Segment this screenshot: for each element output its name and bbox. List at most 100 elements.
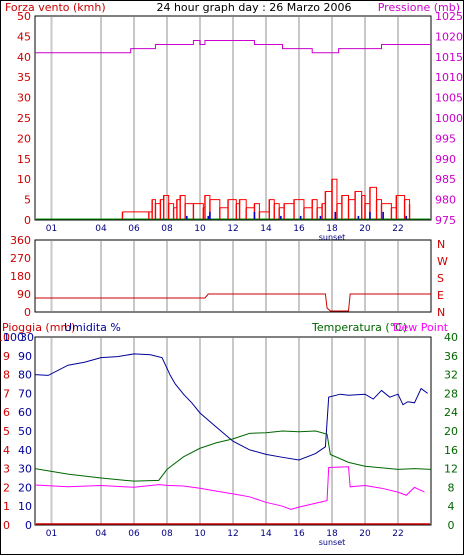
temperature-y-tick-16: 16 [444,444,458,457]
rain-y-tick-0: 0 [3,519,10,532]
temperature-y-tick-8: 8 [448,481,455,494]
pressure-y-tick-995: 995 [435,132,456,145]
temperature-y-tick-4: 4 [448,500,455,513]
x-tick-label-06: 06 [128,529,140,539]
compass-tick-W: W [437,255,448,268]
wind-y-tick-0: 0 [24,214,31,227]
x-tick-label-08: 08 [161,224,173,234]
compass-tick-E: E [437,289,444,302]
compass-tick-N: N [437,306,445,319]
rain-y-tick-7: 7 [3,387,10,400]
x-tick-label-14: 14 [260,224,272,234]
wind-y-tick-45: 45 [17,30,31,43]
wind-direction-line [35,293,431,312]
humidity-top-tick: 30 [20,331,34,344]
temperature-y-tick-32: 32 [444,369,458,382]
pressure-line [35,39,431,54]
wind-pressure-plot-area [34,15,432,221]
x-tick-label-22: 22 [392,529,403,539]
pressure-y-tick-1000: 1000 [435,112,463,125]
x-tick-label-04: 04 [95,224,107,234]
x-tick-label-12: 12 [227,529,238,539]
sunset-label: sunset [319,233,346,242]
wind-y-tick-30: 30 [17,92,31,105]
x-tick-label-20: 20 [359,224,371,234]
humidity-line [34,353,428,461]
wind-y-tick-25: 25 [17,112,31,125]
rain-axis-label: Pioggia (mm) [2,321,75,334]
pressure-y-tick-1025: 1025 [435,10,463,23]
wind-y-tick-50: 50 [17,10,31,23]
humidity-axis-label: Umidita % [64,321,121,334]
pressure-y-tick-1005: 1005 [435,92,463,105]
temperature-y-tick-12: 12 [444,463,458,476]
x-tick-label-10: 10 [194,224,206,234]
rain-y-tick-9: 9 [3,350,10,363]
title: 24 hour graph day : 26 Marzo 2006 [156,1,351,14]
wind-y-tick-15: 15 [17,153,31,166]
pressure-y-tick-985: 985 [435,173,456,186]
wind-direction-plot-area [34,239,432,313]
x-tick-label-10: 10 [194,529,206,539]
temperature-axis-label: Temperatura (°C) [311,321,407,334]
x-tick-label-01: 01 [46,224,57,234]
compass-tick-S: S [437,272,444,285]
x-tick-label-06: 06 [128,224,140,234]
x-tick-label-08: 08 [161,529,173,539]
x-tick-label-12: 12 [227,224,238,234]
humidity-y-tick-60: 60 [18,406,32,419]
sunset-label: sunset [319,538,346,547]
wind-axis-label: Forza vento (kmh) [5,1,106,14]
wind-y-tick-10: 10 [17,173,31,186]
direction-y-tick-180: 180 [10,270,31,283]
humidity-y-tick-100: 100 [3,331,24,344]
temperature-y-tick-40: 40 [444,331,458,344]
humidity-y-tick-40: 40 [18,444,32,457]
humidity-y-tick-80: 80 [18,369,32,382]
wind-envelope [122,178,411,213]
rain-y-tick-5: 5 [3,425,10,438]
humidity-y-tick-70: 70 [18,387,32,400]
direction-y-tick-360: 360 [10,234,31,247]
x-tick-label-18: 18 [326,224,338,234]
temperature-y-tick-28: 28 [444,387,458,400]
temperature-y-tick-24: 24 [444,406,458,419]
temperature-y-tick-36: 36 [444,350,458,363]
temperature-line [34,430,432,482]
compass-tick-N: N [437,238,445,251]
x-tick-label-04: 04 [95,529,107,539]
rain-y-tick-1: 1 [3,500,10,513]
pressure-y-tick-975: 975 [435,214,456,227]
x-tick-label-01: 01 [46,529,57,539]
rain-y-tick-3: 3 [3,463,10,476]
rain-y-tick-10: 10 [0,331,10,344]
wind-y-tick-40: 40 [17,51,31,64]
pressure-y-tick-1010: 1010 [435,71,463,84]
temperature-y-tick-20: 20 [444,425,458,438]
humidity-y-tick-50: 50 [18,425,32,438]
humidity-y-tick-10: 10 [18,500,32,513]
pressure-y-tick-1015: 1015 [435,51,463,64]
direction-y-tick-0: 0 [24,306,31,319]
humidity-y-tick-20: 20 [18,481,32,494]
rain-humidity-temperature-plot-area [34,336,432,526]
rain-y-tick-2: 2 [3,481,10,494]
humidity-y-tick-30: 30 [18,463,32,476]
direction-y-tick-90: 90 [17,288,31,301]
pressure-y-tick-980: 980 [435,194,456,207]
pressure-y-tick-1020: 1020 [435,30,463,43]
x-tick-label-18: 18 [326,529,338,539]
wind-y-tick-20: 20 [17,132,31,145]
humidity-y-tick-90: 90 [18,350,32,363]
rain-y-tick-6: 6 [3,406,10,419]
x-tick-label-22: 22 [392,224,403,234]
rain-y-tick-4: 4 [3,444,10,457]
wind-y-tick-35: 35 [17,71,31,84]
x-tick-label-16: 16 [293,224,305,234]
dewpoint-line [34,466,425,510]
